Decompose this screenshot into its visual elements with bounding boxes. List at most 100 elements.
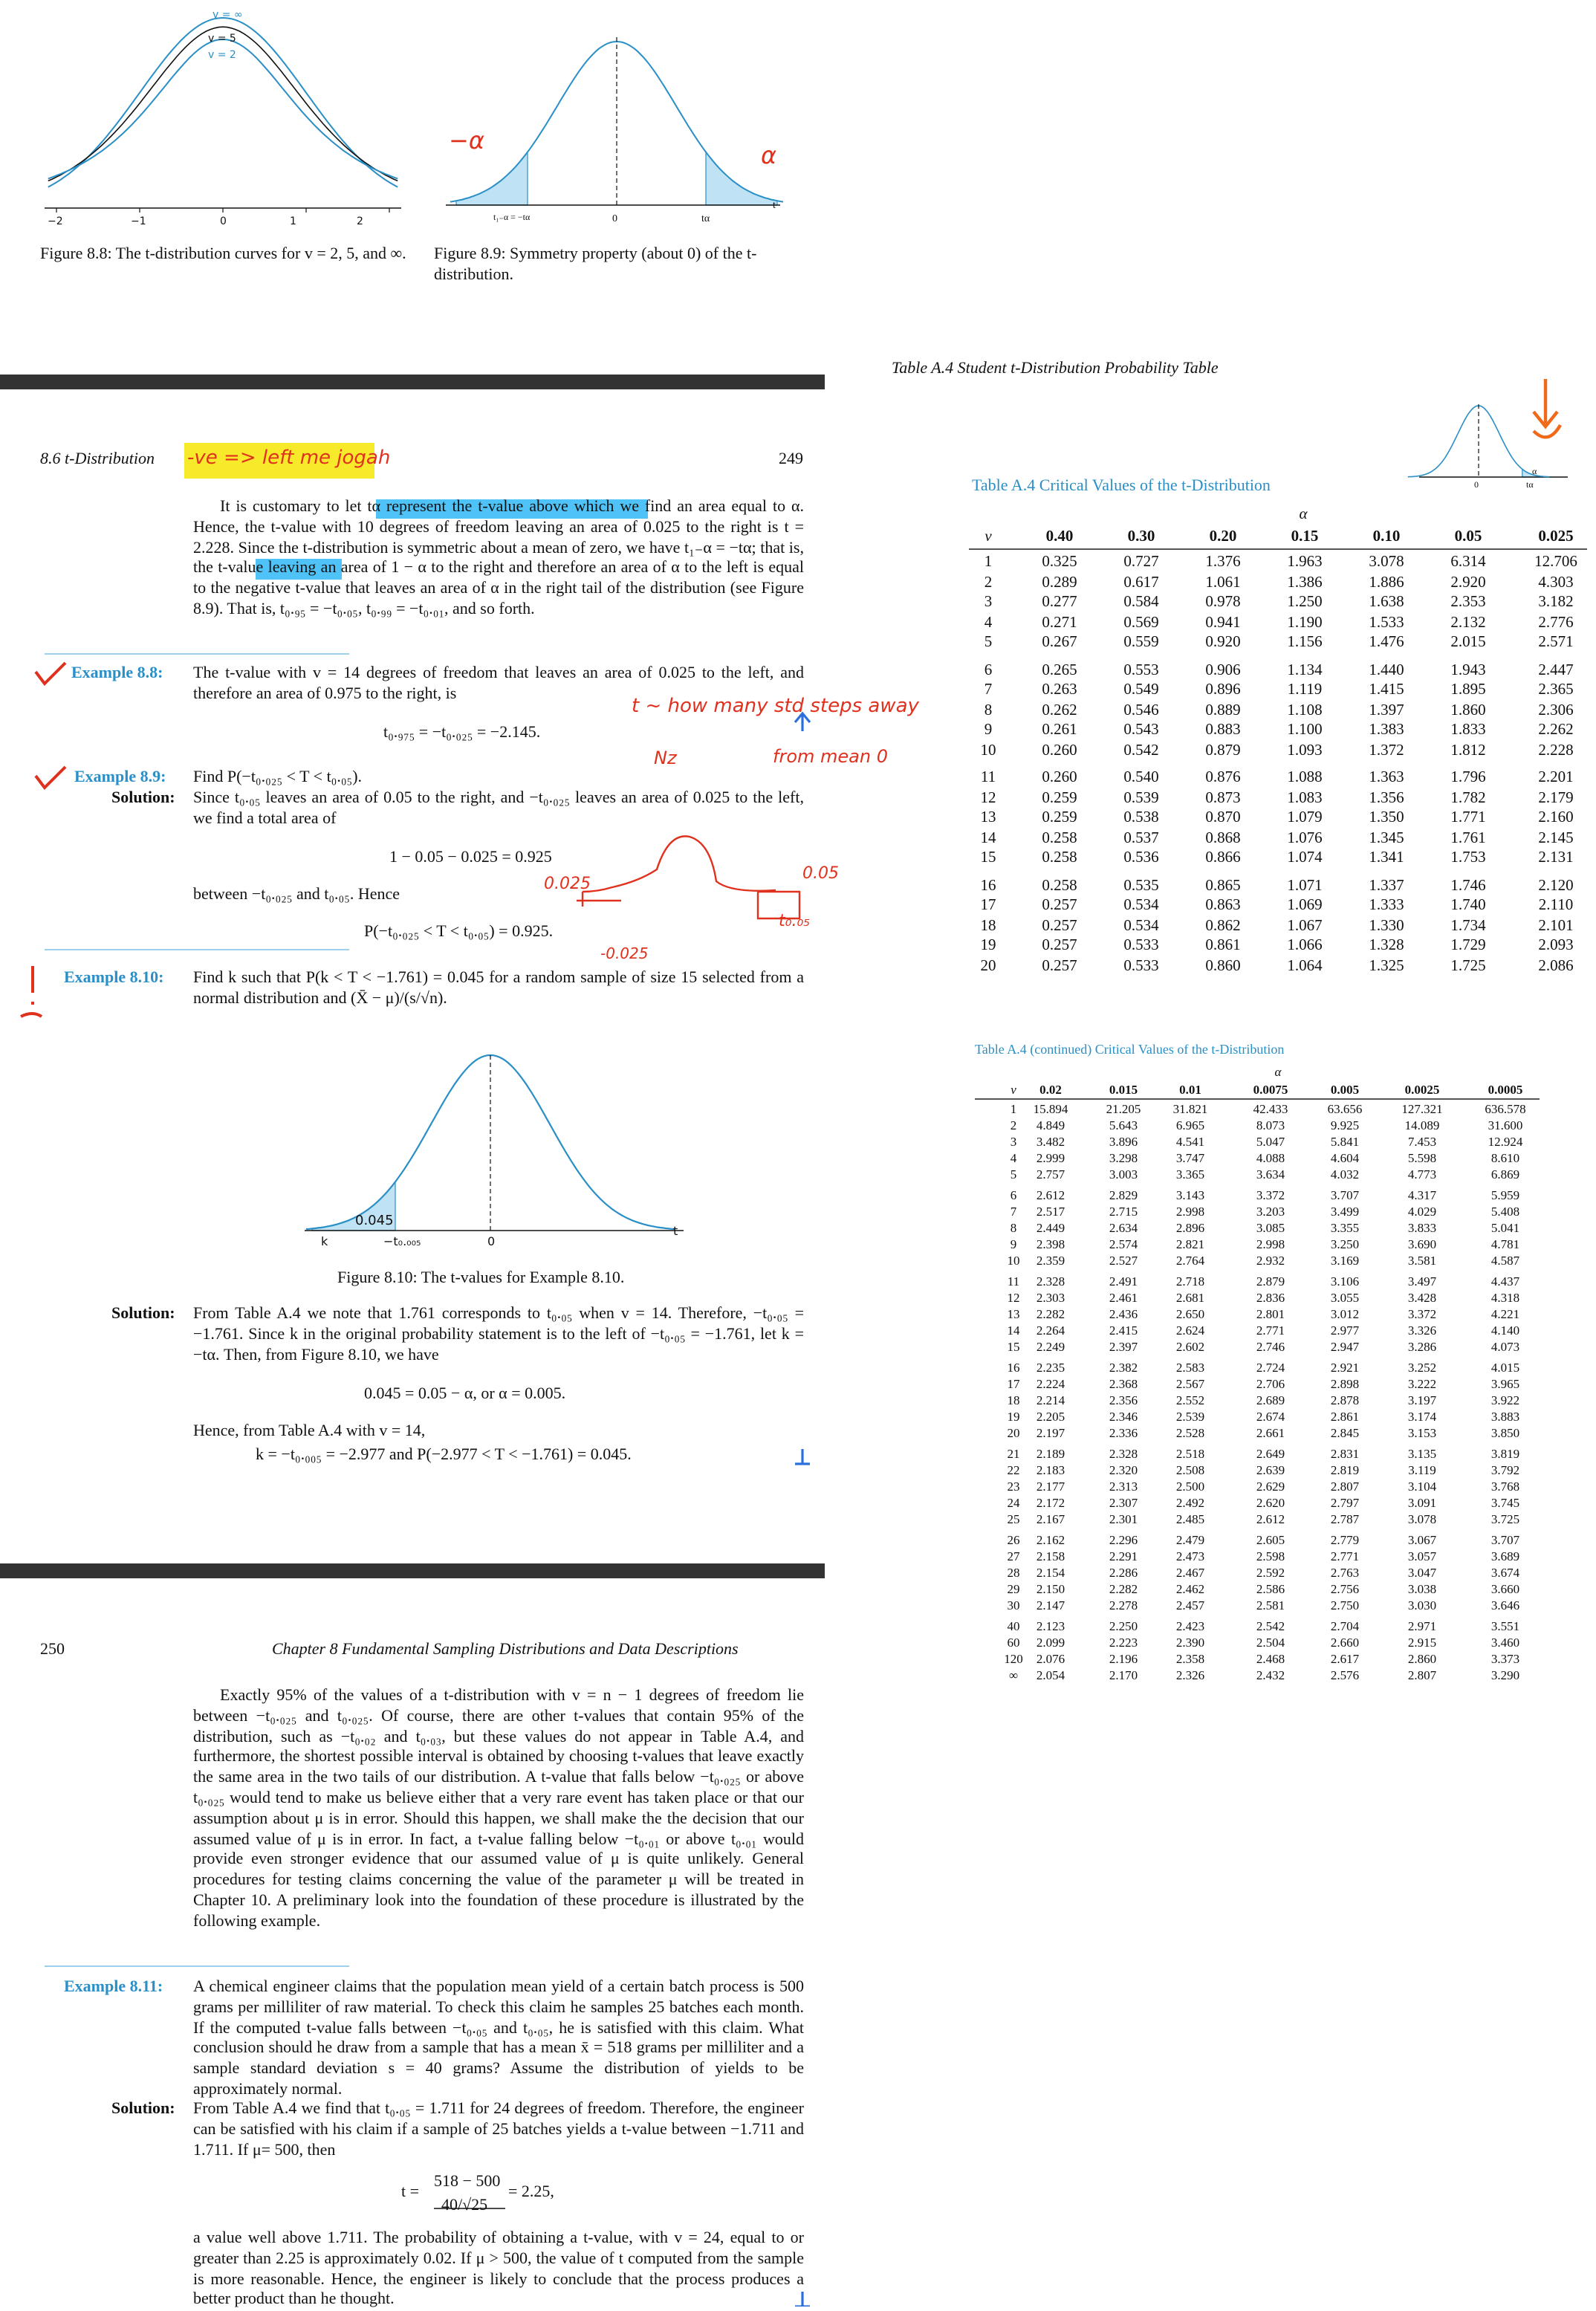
table-cell: 0.896 (1205, 682, 1241, 699)
table-cell: 4.140 (1490, 1323, 1520, 1338)
page-number: 249 (779, 450, 803, 468)
column-header: 0.0075 (1253, 1082, 1288, 1097)
table-cell: 2.301 (1109, 1511, 1138, 1526)
table-cell: 0.257 (1042, 958, 1077, 974)
table-cell: 0.584 (1123, 594, 1159, 611)
check-mark (34, 661, 67, 687)
table-cell: 2.479 (1175, 1532, 1205, 1547)
table-cell: 0.978 (1205, 594, 1241, 611)
table-cell: 3.965 (1490, 1376, 1520, 1391)
tick-label: 0 (220, 215, 227, 227)
table-cell: 2.189 (1036, 1446, 1065, 1461)
table-cell: 0.863 (1205, 898, 1241, 914)
table-cell: 2.131 (1538, 850, 1574, 866)
row-label: 30 (1007, 1598, 1020, 1612)
figure-label: 0.045 (355, 1214, 394, 1229)
paragraph: Exactly 95% of the values of a t-distrib… (193, 1687, 804, 1931)
table-cell: 1.356 (1369, 790, 1404, 806)
table-cell: 1.782 (1450, 790, 1486, 806)
table-cell: 0.569 (1123, 615, 1159, 631)
table-cell: 1.074 (1287, 850, 1323, 866)
table-cell: 12.924 (1488, 1134, 1523, 1149)
table-cell: 3.250 (1330, 1236, 1360, 1251)
table-cell: 0.259 (1042, 810, 1077, 826)
table-cell: 2.123 (1036, 1618, 1065, 1633)
table-cell: 2.527 (1109, 1253, 1138, 1268)
table-cell: 2.807 (1330, 1479, 1360, 1494)
table-cell: 2.797 (1330, 1495, 1360, 1510)
table-cell: 1.071 (1287, 878, 1323, 894)
table-cell: 0.883 (1205, 722, 1241, 739)
table-cell: 1.156 (1287, 635, 1323, 651)
table-cell: 2.801 (1256, 1306, 1285, 1321)
running-header: Table A.4 Student t-Distribution Probabi… (892, 360, 1219, 377)
table-cell: 3.768 (1490, 1479, 1520, 1494)
table-cell: 3.104 (1407, 1479, 1437, 1494)
table-cell: 2.819 (1330, 1462, 1360, 1477)
table-cell: 0.546 (1123, 702, 1159, 719)
table-cell: 2.432 (1256, 1667, 1285, 1682)
table-cell: 2.704 (1330, 1618, 1360, 1633)
page-divider (0, 375, 825, 389)
table-cell: 0.265 (1042, 662, 1077, 678)
row-label: 28 (1007, 1565, 1020, 1580)
column-header: 0.05 (1454, 529, 1482, 545)
table-cell: 2.167 (1036, 1511, 1065, 1526)
text-line: Hence, from Table A.4 with v = 14, (193, 1422, 426, 1440)
table-cell: 7.453 (1407, 1134, 1437, 1149)
table-cell: 3.085 (1256, 1220, 1285, 1235)
table-cell: 4.317 (1407, 1187, 1437, 1202)
table-cell: 1.729 (1450, 938, 1486, 954)
table-cell: 2.303 (1036, 1290, 1065, 1305)
table-cell: 1.440 (1369, 662, 1404, 678)
table-cell: 2.567 (1175, 1376, 1205, 1391)
table-cell: 2.054 (1036, 1667, 1065, 1682)
table-cell: 2.915 (1407, 1635, 1437, 1650)
solution-text: Since t₀.₀₅ leaves an area of 0.05 to th… (193, 789, 804, 828)
equation: 0.045 = 0.05 − α, or α = 0.005. (364, 1385, 566, 1403)
table-cell: 2.602 (1175, 1339, 1205, 1354)
row-label: 27 (1007, 1549, 1020, 1563)
row-label: 13 (1007, 1306, 1020, 1321)
table-cell: 3.030 (1407, 1598, 1437, 1612)
row-label: 9 (984, 722, 993, 739)
table-cell: 1.771 (1450, 810, 1486, 826)
table-cell: 3.067 (1407, 1532, 1437, 1547)
table-cell: 2.397 (1109, 1339, 1138, 1354)
table-cell: 2.750 (1330, 1598, 1360, 1612)
table-cell: 3.182 (1538, 594, 1574, 611)
handwritten-note: 0.025 (544, 874, 591, 893)
table-cell: 1.330 (1369, 918, 1404, 934)
table-cell: 0.267 (1042, 635, 1077, 651)
table-cell: 0.537 (1123, 830, 1159, 846)
row-label: 6 (984, 662, 993, 678)
table-cell: 0.539 (1123, 790, 1159, 806)
table-cell: 2.674 (1256, 1409, 1285, 1424)
table-cell: 2.328 (1109, 1446, 1138, 1461)
table-cell: 3.055 (1330, 1290, 1360, 1305)
row-label: 7 (1010, 1204, 1017, 1219)
table-cell: 2.504 (1256, 1635, 1285, 1650)
equation: k = −t₀.₀₀₅ = −2.977 and P(−2.977 < T < … (256, 1446, 632, 1464)
alpha-label: α (1274, 1064, 1282, 1079)
column-header: 0.15 (1291, 529, 1319, 545)
table-cell: 1.134 (1287, 662, 1323, 678)
table-cell: 3.428 (1407, 1290, 1437, 1305)
table-cell: 2.462 (1175, 1581, 1205, 1596)
equation: t₀.₉₇₅ = −t₀.₀₂₅ = −2.145. (383, 724, 541, 742)
table-cell: 2.160 (1538, 810, 1574, 826)
table-cell: 3.372 (1256, 1187, 1285, 1202)
table-cell: 4.773 (1407, 1167, 1437, 1182)
equation: P(−t₀.₀₂₅ < T < t₀.₀₅) = 0.925. (364, 923, 554, 941)
table-cell: 2.620 (1256, 1495, 1285, 1510)
table-cell: 0.535 (1123, 878, 1159, 894)
column-header: 0.10 (1372, 529, 1401, 545)
table-cell: 2.086 (1538, 958, 1574, 974)
table-cell: 1.108 (1287, 702, 1323, 719)
column-header: 0.30 (1127, 529, 1155, 545)
equation-numerator: 518 − 500 (434, 2173, 501, 2191)
table-cell: 2.528 (1175, 1425, 1205, 1440)
table-cell: 0.861 (1205, 938, 1241, 954)
table-cell: 2.262 (1538, 722, 1574, 739)
table-cell: 2.612 (1256, 1511, 1285, 1526)
